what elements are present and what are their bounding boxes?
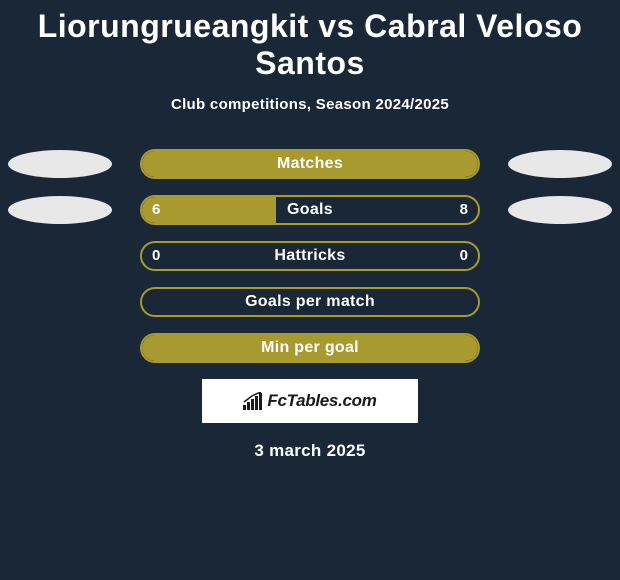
stat-bar: Min per goal (140, 333, 480, 363)
stat-row: Matches (0, 149, 620, 179)
stat-row: Hattricks0 0 (0, 241, 620, 271)
bar-value-left: 0 (152, 243, 160, 269)
stat-row: Min per goal (0, 333, 620, 363)
bar-label: Goals per match (142, 289, 478, 315)
logo-box: FcTables.com (202, 379, 418, 423)
bar-value-left: 6 (152, 197, 160, 223)
bar-label: Goals (142, 197, 478, 223)
stats-rows: Matches Goals6 8 Hattricks0 0 Goals per match… (0, 149, 620, 363)
left-oval (8, 196, 112, 224)
bars-icon (243, 392, 263, 410)
bar-label: Hattricks (142, 243, 478, 269)
stat-bar: Goals per match (140, 287, 480, 317)
stat-row: Goals per match (0, 287, 620, 317)
stat-bar: Matches (140, 149, 480, 179)
bar-value-right: 8 (460, 197, 468, 223)
date-label: 3 march 2025 (0, 441, 620, 461)
right-oval (508, 196, 612, 224)
logo-text: FcTables.com (267, 391, 376, 411)
stat-bar: Hattricks0 0 (140, 241, 480, 271)
bar-label: Min per goal (142, 335, 478, 361)
bar-value-right: 0 (460, 243, 468, 269)
left-oval (8, 150, 112, 178)
stat-row: Goals6 8 (0, 195, 620, 225)
bar-label: Matches (142, 151, 478, 177)
right-oval (508, 150, 612, 178)
page-title: Liorungrueangkit vs Cabral Veloso Santos (0, 0, 620, 82)
subtitle: Club competitions, Season 2024/2025 (0, 96, 620, 113)
logo: FcTables.com (243, 391, 376, 411)
stat-bar: Goals6 8 (140, 195, 480, 225)
